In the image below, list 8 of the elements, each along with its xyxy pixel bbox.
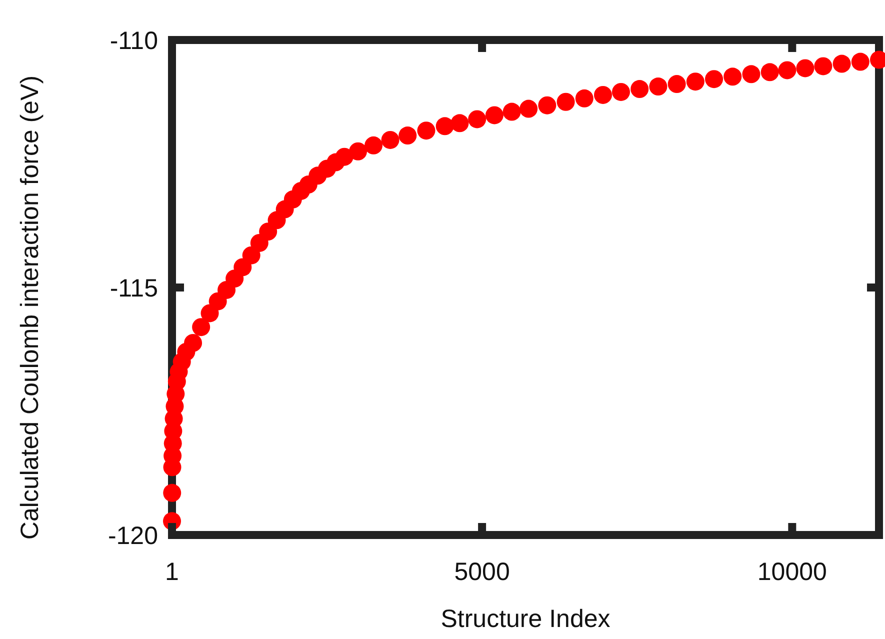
y-axis-title: Calculated Coulomb interaction force (eV) (16, 75, 44, 540)
y-tick-label: -115 (110, 274, 158, 302)
x-tick-label: 5000 (454, 558, 510, 586)
x-tick-label: 1 (165, 558, 179, 586)
x-axis-title: Structure Index (440, 605, 611, 633)
y-tick-label: -120 (108, 522, 158, 550)
x-tick-label: 10000 (757, 558, 827, 586)
y-tick-label: -110 (110, 27, 158, 55)
